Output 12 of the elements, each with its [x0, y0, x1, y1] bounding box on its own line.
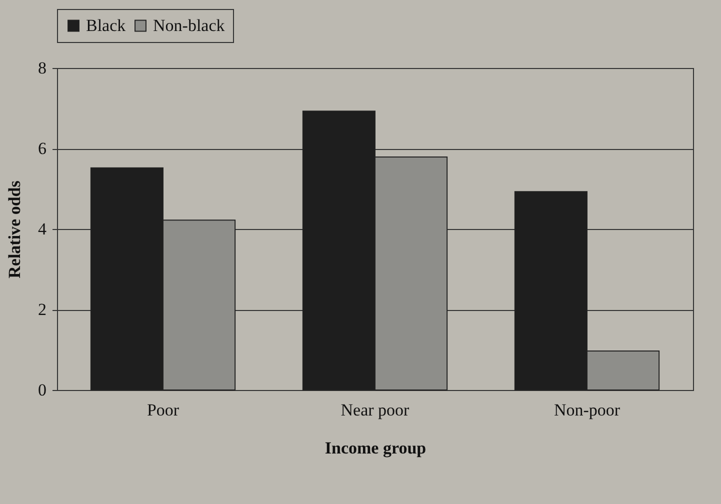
- legend-label: Black: [86, 16, 126, 35]
- y-axis-title: Relative odds: [5, 180, 24, 278]
- y-tick-label: 2: [38, 300, 46, 319]
- x-tick-label: Non-poor: [554, 400, 620, 420]
- y-tick-label: 0: [38, 380, 46, 400]
- y-tick-label: 4: [38, 220, 47, 238]
- legend-label: Non-black: [153, 16, 226, 35]
- x-axis-title: Income group: [324, 438, 426, 458]
- y-tick-label: 8: [38, 58, 46, 78]
- x-tick-label: Near poor: [340, 400, 410, 420]
- y-tick-label: 6: [38, 139, 46, 158]
- x-tick-label: Poor: [146, 400, 180, 420]
